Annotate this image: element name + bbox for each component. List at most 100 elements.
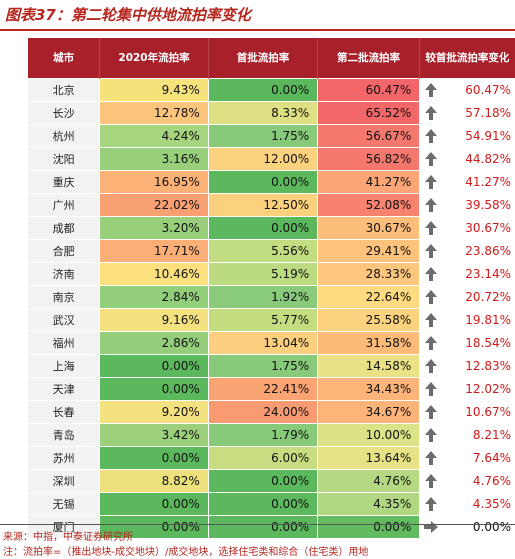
header-first: 首批流拍率 [208, 38, 319, 79]
city-cell: 上海 [28, 354, 100, 378]
arrow-up-icon [419, 492, 444, 516]
table-row: 武汉 9.16% 5.77% 25.58% 19.81% [28, 308, 515, 332]
change-cell: 7.64% [443, 446, 515, 470]
first-rate-cell: 1.75% [207, 124, 318, 148]
first-rate-cell: 8.33% [207, 101, 318, 125]
table-row: 杭州 4.24% 1.75% 56.67% 54.91% [28, 124, 515, 148]
first-rate-cell: 1.92% [207, 285, 318, 309]
change-cell: 23.86% [443, 239, 515, 263]
table-row: 深圳 8.82% 0.00% 4.76% 4.76% [28, 469, 515, 493]
city-cell: 苏州 [28, 446, 100, 470]
table-row: 合肥 17.71% 5.56% 29.41% 23.86% [28, 239, 515, 263]
change-cell: 18.54% [443, 331, 515, 355]
header-2020: 2020年流拍率 [99, 38, 209, 79]
arrow-up-icon [419, 193, 444, 217]
arrow-up-icon [419, 101, 444, 125]
y2020-rate-cell: 9.43% [99, 78, 209, 102]
first-rate-cell: 6.00% [207, 446, 318, 470]
first-rate-cell: 22.41% [207, 377, 318, 401]
city-cell: 济南 [28, 262, 100, 286]
city-cell: 沈阳 [28, 147, 100, 171]
flow-rate-table: 城市 2020年流拍率 首批流拍率 第二批流拍率 较首批流拍率变化 北京 9.43… [28, 38, 515, 538]
table-row: 北京 9.43% 0.00% 60.47% 60.47% [28, 78, 515, 102]
second-rate-cell: 29.41% [317, 239, 420, 263]
arrow-up-icon [419, 469, 444, 493]
chart-title: 图表37：第二轮集中供地流拍率变化 [5, 6, 251, 24]
second-rate-cell: 22.64% [317, 285, 420, 309]
table-row: 长春 9.20% 24.00% 34.67% 10.67% [28, 400, 515, 424]
change-cell: 41.27% [443, 170, 515, 194]
table-row: 济南 10.46% 5.19% 28.33% 23.14% [28, 262, 515, 286]
y2020-rate-cell: 8.82% [99, 469, 209, 493]
change-cell: 0.00% [443, 515, 515, 538]
first-rate-cell: 0.00% [207, 469, 318, 493]
change-cell: 20.72% [443, 285, 515, 309]
table-row: 厦门 0.00% 0.00% 0.00% 0.00% [28, 515, 515, 538]
table-row: 上海 0.00% 1.75% 14.58% 12.83% [28, 354, 515, 378]
second-rate-cell: 4.76% [317, 469, 420, 493]
arrow-up-icon [419, 400, 444, 424]
y2020-rate-cell: 4.24% [99, 124, 209, 148]
first-rate-cell: 0.00% [207, 216, 318, 240]
title-bar: 图表37：第二轮集中供地流拍率变化 [0, 0, 515, 31]
footnotes: 来源：中指，中泰证券研究所 注：流拍率=（推出地块-成交地块）/成交地块，选择住… [0, 524, 515, 558]
table-header-row: 城市 2020年流拍率 首批流拍率 第二批流拍率 较首批流拍率变化 [28, 38, 515, 79]
first-rate-cell: 0.00% [207, 78, 318, 102]
y2020-rate-cell: 0.00% [99, 354, 209, 378]
first-rate-cell: 1.79% [207, 423, 318, 447]
y2020-rate-cell: 2.84% [99, 285, 209, 309]
city-cell: 南京 [28, 285, 100, 309]
second-rate-cell: 52.08% [317, 193, 420, 217]
table-row: 南京 2.84% 1.92% 22.64% 20.72% [28, 285, 515, 309]
y2020-rate-cell: 0.00% [99, 446, 209, 470]
change-cell: 39.58% [443, 193, 515, 217]
y2020-rate-cell: 22.02% [99, 193, 209, 217]
city-cell: 重庆 [28, 170, 100, 194]
header-second: 第二批流拍率 [317, 38, 420, 79]
city-cell: 深圳 [28, 469, 100, 493]
first-rate-cell: 0.00% [207, 170, 318, 194]
arrow-up-icon [419, 216, 444, 240]
second-rate-cell: 28.33% [317, 262, 420, 286]
table-row: 成都 3.20% 0.00% 30.67% 30.67% [28, 216, 515, 240]
change-cell: 8.21% [443, 423, 515, 447]
second-rate-cell: 0.00% [317, 515, 420, 538]
source-note: 来源：中指，中泰证券研究所 [3, 532, 133, 543]
change-cell: 54.91% [443, 124, 515, 148]
arrow-up-icon [419, 423, 444, 447]
first-rate-cell: 0.00% [207, 492, 318, 516]
second-rate-cell: 41.27% [317, 170, 420, 194]
arrow-up-icon [419, 354, 444, 378]
second-rate-cell: 34.67% [317, 400, 420, 424]
city-cell: 合肥 [28, 239, 100, 263]
y2020-rate-cell: 17.71% [99, 239, 209, 263]
y2020-rate-cell: 16.95% [99, 170, 209, 194]
arrow-up-icon [419, 285, 444, 309]
y2020-rate-cell: 3.20% [99, 216, 209, 240]
arrow-up-icon [419, 331, 444, 355]
first-rate-cell: 1.75% [207, 354, 318, 378]
table-row: 青岛 3.42% 1.79% 10.00% 8.21% [28, 423, 515, 447]
y2020-rate-cell: 3.16% [99, 147, 209, 171]
y2020-rate-cell: 2.86% [99, 331, 209, 355]
y2020-rate-cell: 12.78% [99, 101, 209, 125]
table-row: 沈阳 3.16% 12.00% 56.82% 44.82% [28, 147, 515, 171]
first-rate-cell: 5.56% [207, 239, 318, 263]
arrow-up-icon [419, 239, 444, 263]
second-rate-cell: 60.47% [317, 78, 420, 102]
y2020-rate-cell: 0.00% [99, 377, 209, 401]
city-cell: 长春 [28, 400, 100, 424]
arrow-up-icon [419, 377, 444, 401]
header-change: 较首批流拍率变化 [419, 38, 515, 79]
header-city: 城市 [28, 38, 101, 79]
city-cell: 长沙 [28, 101, 100, 125]
y2020-rate-cell: 0.00% [99, 515, 209, 538]
second-rate-cell: 30.67% [317, 216, 420, 240]
change-cell: 12.83% [443, 354, 515, 378]
table-row: 广州 22.02% 12.50% 52.08% 39.58% [28, 193, 515, 217]
table-row: 天津 0.00% 22.41% 34.43% 12.02% [28, 377, 515, 401]
table-row: 苏州 0.00% 6.00% 13.64% 7.64% [28, 446, 515, 470]
first-rate-cell: 13.04% [207, 331, 318, 355]
arrow-up-icon [419, 78, 444, 102]
title-rule [0, 29, 515, 31]
